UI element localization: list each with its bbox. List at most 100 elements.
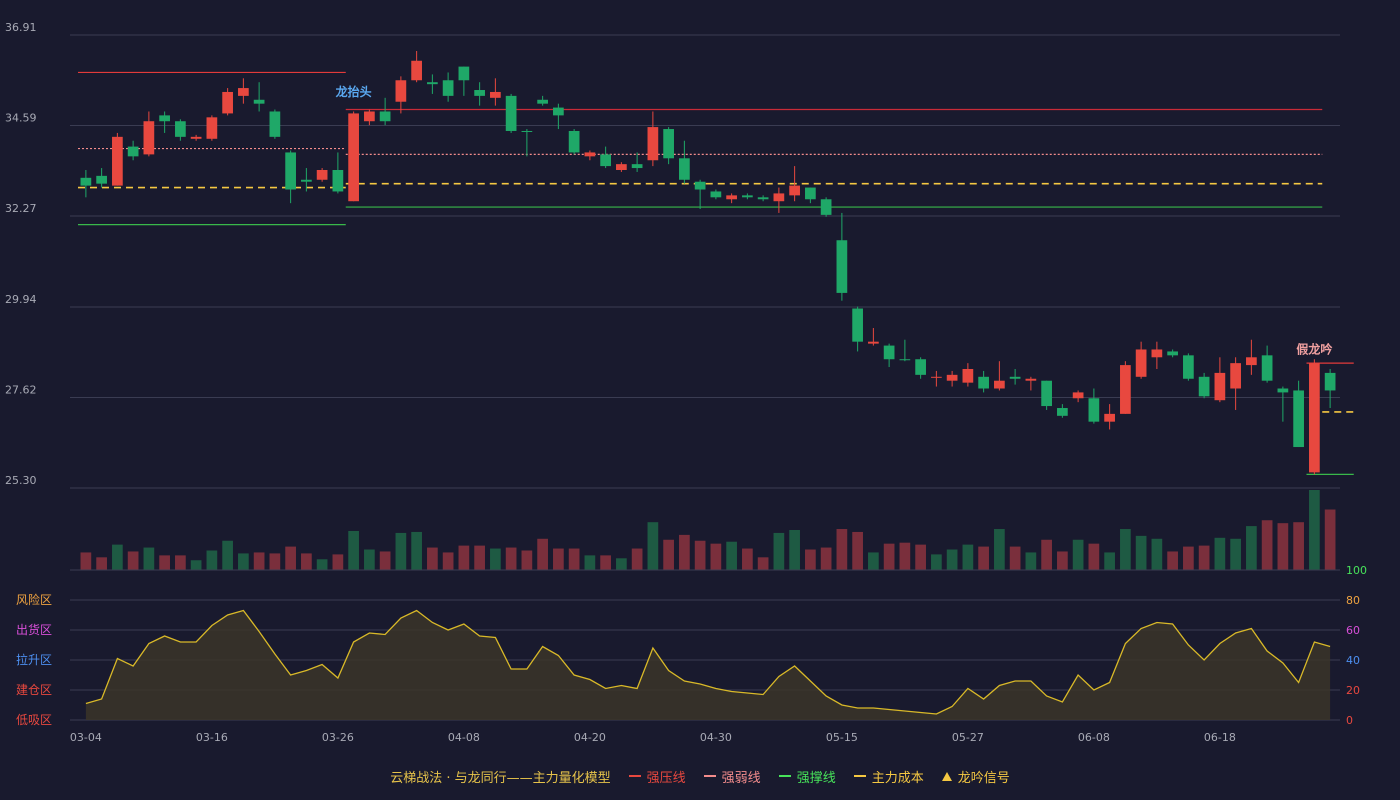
- volume-bar: [1072, 539, 1084, 570]
- candle-body: [364, 111, 375, 122]
- candle-body: [112, 136, 123, 186]
- volume-bar: [80, 552, 92, 570]
- candle-body: [490, 91, 501, 98]
- volume-bar: [458, 545, 470, 570]
- candle-body: [1277, 388, 1289, 393]
- candle-body: [1230, 363, 1241, 389]
- indicator-tick-label: 20: [1346, 684, 1360, 697]
- candle-body: [694, 181, 706, 190]
- indicator-tick-label: 100: [1346, 564, 1367, 577]
- indicator-area: [85, 610, 1331, 720]
- volume-bar: [411, 531, 422, 570]
- volume-bar: [143, 547, 155, 570]
- candle-body: [757, 197, 769, 200]
- volume-bar: [899, 542, 911, 570]
- volume-bar: [1025, 552, 1037, 570]
- candle-body: [742, 195, 753, 198]
- candle-body: [238, 88, 249, 96]
- legend-swatch: [628, 775, 641, 777]
- volume-bar: [269, 553, 281, 570]
- candle-body: [285, 152, 296, 190]
- candle-body: [1120, 365, 1131, 414]
- volume-bar: [852, 531, 863, 570]
- candle-body: [1167, 351, 1178, 356]
- indicator-tick-label: 0: [1346, 714, 1353, 727]
- candle-body: [348, 113, 359, 202]
- candle-body: [883, 345, 895, 360]
- volume-bar: [726, 541, 737, 570]
- volume-bar: [663, 539, 674, 570]
- volume-bar: [647, 522, 659, 570]
- candle-body: [1135, 349, 1147, 377]
- volume-bar: [1104, 552, 1115, 570]
- volume-bar: [395, 532, 407, 570]
- x-tick-label: 04-08: [448, 731, 480, 744]
- volume-bar: [694, 540, 706, 570]
- volume-bar: [600, 555, 611, 570]
- candle-body: [773, 193, 785, 202]
- candle-body: [458, 66, 470, 81]
- candle-body: [143, 121, 155, 155]
- candle-body: [1151, 349, 1163, 358]
- candle-body: [647, 127, 659, 161]
- volume-bar: [820, 547, 832, 570]
- candle-body: [631, 164, 643, 169]
- candle-body: [206, 117, 218, 139]
- volume-bar: [616, 558, 627, 570]
- candle-body: [1214, 372, 1226, 401]
- candle-body: [316, 170, 328, 180]
- volume-bar: [994, 529, 1005, 570]
- volume-bar: [631, 548, 643, 570]
- volume-bar: [1151, 538, 1163, 570]
- candle-body: [521, 130, 533, 132]
- candle-body: [852, 308, 863, 342]
- candle-body: [679, 158, 690, 180]
- volume-bar: [316, 559, 328, 570]
- candle-body: [805, 187, 816, 200]
- candle-body: [269, 111, 281, 137]
- candle-body: [946, 374, 958, 381]
- candle-body: [663, 129, 674, 159]
- x-tick-label: 06-18: [1204, 731, 1236, 744]
- volume-bar: [1183, 546, 1194, 570]
- legend-item-dragon-signal[interactable]: 龙吟信号: [941, 767, 1010, 786]
- volume-bar: [1261, 520, 1273, 570]
- candle-body: [222, 91, 233, 114]
- candle-body: [584, 152, 596, 157]
- volume-bar: [915, 544, 926, 570]
- indicator-tick-label: 60: [1346, 624, 1360, 637]
- volume-bar: [348, 530, 359, 570]
- legend-item-strong-weak[interactable]: 强弱线: [703, 767, 761, 786]
- volume-bar: [1167, 551, 1178, 570]
- volume-bar: [521, 550, 533, 570]
- volume-bar: [537, 538, 548, 570]
- candle-body: [568, 130, 580, 153]
- candle-body: [395, 80, 407, 102]
- x-tick-label: 03-16: [196, 731, 228, 744]
- volume-bar: [474, 545, 485, 570]
- candle-body: [427, 82, 438, 85]
- legend-label: 强压线: [646, 770, 686, 786]
- indicator-tick-label: 40: [1346, 654, 1360, 667]
- volume-bar: [505, 547, 517, 570]
- candle-body: [379, 111, 391, 122]
- volume-bar: [1324, 509, 1336, 570]
- volume-bar: [946, 549, 958, 570]
- indicator-zone-label: 出货区: [16, 622, 52, 637]
- legend-swatch: [853, 775, 866, 777]
- volume-bar: [427, 547, 438, 570]
- candle-body: [80, 177, 92, 186]
- volume-bar: [1009, 546, 1021, 570]
- legend-item-strong-support[interactable]: 强撑线: [778, 767, 836, 786]
- price-tick-label: 25.30: [5, 474, 37, 487]
- indicator-line: [85, 609, 1331, 715]
- price-tick-label: 34.59: [5, 112, 37, 125]
- legend-item-strong-resistance[interactable]: 强压线: [628, 767, 686, 786]
- candle-body: [836, 240, 848, 293]
- candle-body: [411, 60, 422, 81]
- legend-item-main-cost[interactable]: 主力成本: [853, 767, 924, 786]
- volume-bar: [301, 553, 312, 570]
- indicator-zone-label: 建仓区: [16, 683, 52, 697]
- volume-bar: [1293, 522, 1304, 570]
- legend-label: 强弱线: [721, 770, 761, 786]
